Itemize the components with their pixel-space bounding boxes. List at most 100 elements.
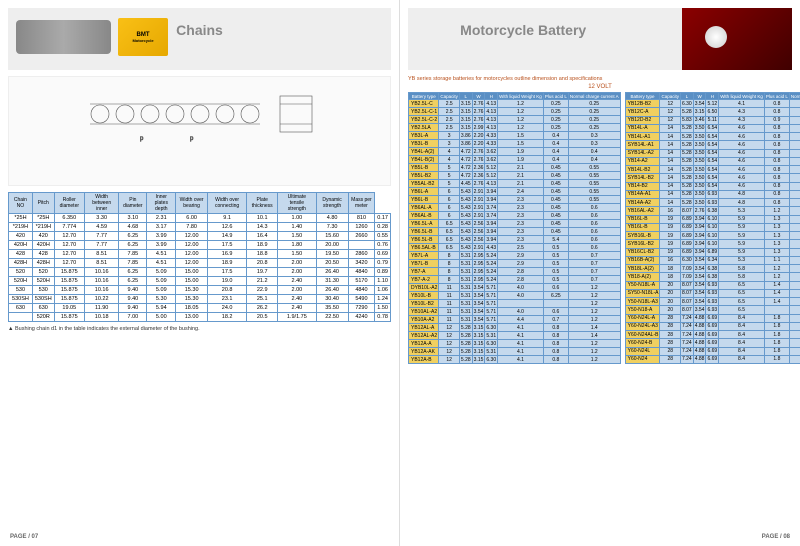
table-row: Y50-N18L-A208.073.546.936.51.42.0 [625, 281, 800, 289]
volt-label: 12 VOLT [408, 84, 792, 90]
table-row: YB7L-B85.312.955.242.90.50.7 [409, 260, 621, 268]
table-row: YB10A-A2115.313.545.714.40.71.2 [409, 316, 621, 324]
chain-col-header: Dynamic strength [316, 193, 348, 214]
table-row: SY50-N18L-A208.073.546.936.51.42.0 [625, 289, 800, 297]
table-row: 53053015.87510.169.405.0915.3020.822.92.… [9, 286, 391, 295]
batt-col-header: Normal charge current A [789, 93, 800, 100]
table-row: YB3L-A33.862.204.331.50.40.3 [409, 132, 621, 140]
table-row: YB2.5L-C-12.53.152.764.131.20.250.25 [409, 108, 621, 116]
table-row: Y60-N24287.244.886.698.41.82.8 [625, 355, 800, 363]
table-row: YB7-A85.312.955.242.80.50.7 [409, 268, 621, 276]
table-row: 63063019.0511.909.405.9418.0524.026.22.4… [9, 304, 391, 313]
chain-col-header: Pin diameter [119, 193, 147, 214]
table-row: YB2.5LA2.53.152.994.131.20.250.25 [409, 124, 621, 132]
headlight-icon [705, 26, 727, 48]
table-row: SYB16L-B2196.893.946.105.91.31.8 [625, 240, 800, 248]
table-row: SYB14L-A2145.283.506.544.60.81.4 [625, 149, 800, 157]
svg-text:p: p [190, 136, 194, 142]
batt-col-header: H [706, 93, 719, 100]
page-num-left: PAGE / 07 [10, 534, 38, 540]
table-row: 530SH530SH15.87510.229.405.3015.3023.125… [9, 295, 391, 304]
table-row: YB12AL-A2125.283.155.314.10.81.4 [409, 332, 621, 340]
chain-diagram: p p [8, 76, 391, 186]
table-row: YB12A-AK125.283.155.314.10.81.2 [409, 348, 621, 356]
table-row: SYB16L-B196.893.946.105.91.31.8 [625, 232, 800, 240]
battery-subtitle: YB series storage batteries for motorcyc… [408, 76, 792, 82]
table-row: YB16CL-B2196.893.946.895.91.31.9 [625, 248, 800, 256]
table-row: YB12B-B2126.303.545.124.10.81.2 [625, 100, 800, 108]
table-row: 420H420H12.707.776.253.9912.0017.518.91.… [9, 241, 391, 250]
footnote: ▲ Bushing chain d1 in the table indicate… [8, 326, 391, 332]
table-row: SYB14L-B2145.283.506.544.60.81.4 [625, 174, 800, 182]
table-row: Y50-N18-A208.073.546.936.52.0 [625, 306, 800, 314]
chain-col-header: Pitch [32, 193, 54, 214]
table-row: YB12C-A125.283.156.504.30.81.2 [625, 108, 800, 116]
chain-col-header: Width over bearing [176, 193, 208, 214]
chain-col-header: Width over connecting [208, 193, 247, 214]
table-row: YB6L-A65.432.913.942.40.450.55 [409, 188, 621, 196]
chain-table: Chain NOPitchRoller diameterWidth betwee… [8, 192, 391, 322]
header-image-right: Motorcycle Battery [408, 8, 792, 70]
table-row: YB6AL-B65.432.913.742.30.450.6 [409, 212, 621, 220]
table-row: Y50-N18L-A3208.073.546.936.51.42.0 [625, 298, 800, 306]
table-row: SYB14L-A1145.283.506.544.60.81.4 [625, 141, 800, 149]
bmt-logo: BMT Motorcycle [118, 18, 168, 56]
table-row: YB16L-B196.893.946.105.91.31.8 [625, 215, 800, 223]
table-row: YB16B-A(2)166.303.546.345.31.11.6 [625, 256, 800, 264]
page-num-right: PAGE / 08 [762, 534, 790, 540]
table-row: YB6.5L-B6.55.432.563.942.35.40.6 [409, 236, 621, 244]
chain-col-header: Inner plates depth [147, 193, 176, 214]
table-row: YB7-A-285.312.955.242.80.50.7 [409, 276, 621, 284]
chain-col-header: Plate thickness [247, 193, 278, 214]
table-row: YB12D-B2125.833.465.114.30.91.4 [625, 116, 800, 124]
table-row: 42042012.707.776.253.9912.0014.916.41.50… [9, 232, 391, 241]
table-row: YB6.5L-A6.55.432.563.942.30.450.6 [409, 220, 621, 228]
right-title: Motorcycle Battery [460, 22, 586, 38]
table-row: YB4L-B(2)44.722.763.621.90.40.4 [409, 156, 621, 164]
table-row: 428H428H12.708.517.854.5112.0018.920.82.… [9, 259, 391, 268]
table-row: YB3L-B33.862.204.331.50.40.3 [409, 140, 621, 148]
table-row: YB6L-B65.432.913.942.30.450.55 [409, 196, 621, 204]
table-row: *25H*25H6.3503.303.102.316.009.110.11.00… [9, 214, 391, 223]
left-title: Chains [176, 22, 223, 38]
table-row: Y60-N24-B287.244.886.698.41.82.8 [625, 339, 800, 347]
batt-col-header: H [485, 93, 498, 100]
table-row: YB5L-B254.722.365.122.10.450.55 [409, 172, 621, 180]
chain-col-header: Width between inner [84, 193, 119, 214]
table-row: YB12AL-A125.283.156.304.10.81.4 [409, 324, 621, 332]
table-row: YB7L-A85.312.955.242.90.50.7 [409, 252, 621, 260]
table-row: YB4L-A(2)44.722.763.621.90.40.4 [409, 148, 621, 156]
table-row: YB14-A2145.283.506.544.60.81.4 [625, 157, 800, 165]
batt-col-header: With liquid Weight Kg [498, 93, 544, 100]
table-row: Y60-N24L-A287.244.886.698.41.82.8 [625, 314, 800, 322]
table-row: YB16L-B196.893.946.105.91.31.8 [625, 223, 800, 231]
batt-col-header: Battery type [625, 93, 660, 100]
table-row: 520H520H15.87510.166.255.0915.0019.021.2… [9, 277, 391, 286]
battery-table-left: Battery typeCapacityLWHWith liquid Weigh… [408, 92, 621, 364]
table-row: Y60-N24L287.244.886.698.41.82.8 [625, 347, 800, 355]
right-page: Motorcycle Battery YB series storage bat… [400, 0, 800, 546]
table-row: YB14A-A2145.283.506.934.80.81.4 [625, 199, 800, 207]
table-row: YB14L-A145.283.506.544.60.81.4 [625, 124, 800, 132]
chain-col-header: Chain NO [9, 193, 33, 214]
batt-col-header: L [680, 93, 693, 100]
battery-table-right: Battery typeCapacityLWHWith liquid Weigh… [625, 92, 800, 364]
diagram-svg: p p [70, 84, 330, 179]
chain-photo [16, 20, 111, 54]
batt-col-header: L [459, 93, 472, 100]
table-row: YB14L-A1145.283.506.544.60.81.4 [625, 133, 800, 141]
table-row: YB5L-B54.722.365.122.10.450.55 [409, 164, 621, 172]
logo-sub: Motorcycle [132, 38, 153, 43]
table-row: YB14A-A1145.283.506.934.80.81.4 [625, 190, 800, 198]
batt-col-header: Capacity [439, 93, 460, 100]
batt-col-header: Battery type [409, 93, 439, 100]
batt-col-header: Capacity [660, 93, 681, 100]
table-row: Y60-N24AL-B287.244.886.698.41.82.6 [625, 331, 800, 339]
table-row: YB14-B2145.283.506.544.60.81.4 [625, 182, 800, 190]
batt-col-header: Plus acid L [764, 93, 789, 100]
table-row: YB18-A(2)187.093.546.385.81.21.8 [625, 273, 800, 281]
table-row: Y60-N24L-A3287.244.886.698.41.82.8 [625, 322, 800, 330]
table-row: YB2.5L-C2.53.152.764.131.20.250.25 [409, 100, 621, 108]
table-row: YB10L-B115.313.545.714.06.251.2 [409, 292, 621, 300]
left-page: BMT Motorcycle Chains p p [0, 0, 400, 546]
